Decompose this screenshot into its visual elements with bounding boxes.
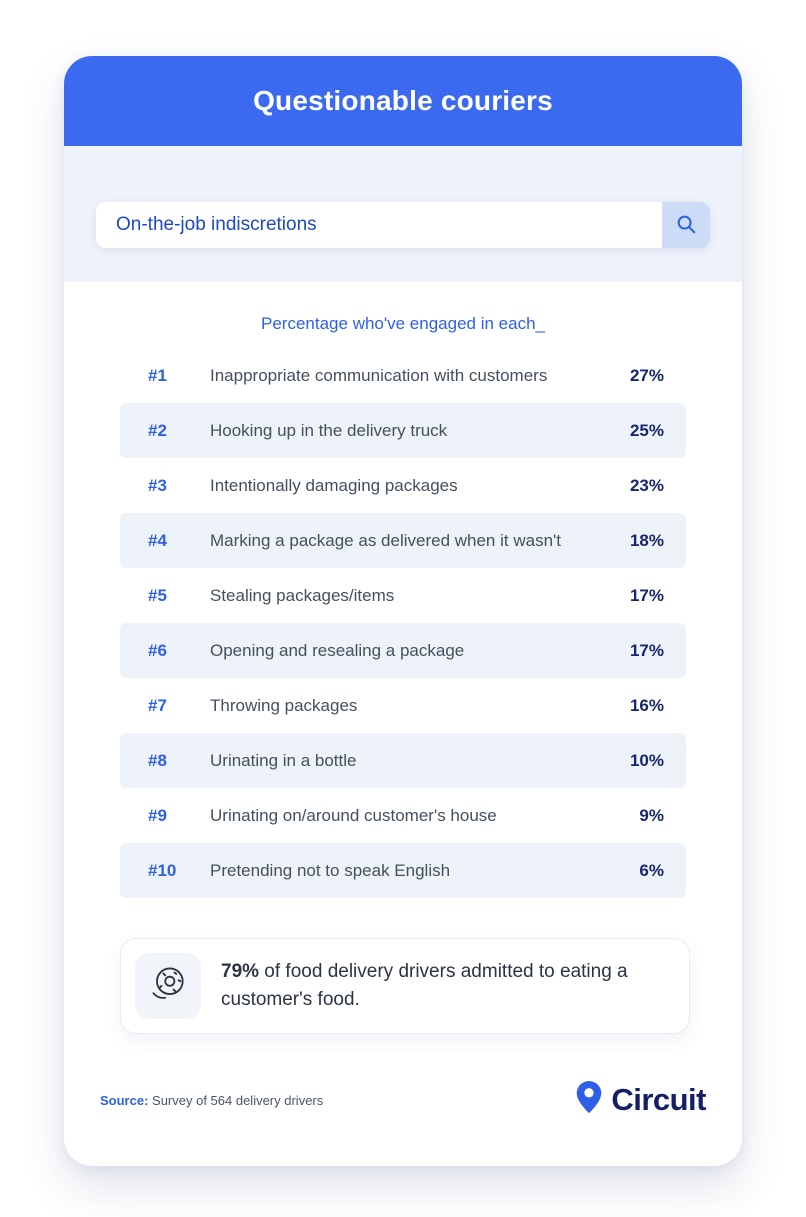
table-row: #10 Pretending not to speak English 6% [120,843,686,898]
row-value: 23% [629,475,664,495]
row-value: 25% [629,420,664,440]
infographic-card: Questionable couriers Percentage who've … [64,56,742,1166]
table-row: #2 Hooking up in the delivery truck 25% [120,403,686,458]
row-rank: #2 [148,420,167,440]
table-row: #9 Urinating on/around customer's house … [120,788,686,843]
row-value: 17% [629,640,664,660]
row-rank: #7 [148,695,167,715]
row-rank: #9 [148,805,167,825]
row-value: 9% [639,805,664,825]
source-label: Source: [100,1092,149,1108]
row-label: Inappropriate communication with custome… [210,365,548,385]
table-row: #3 Intentionally damaging packages 23% [120,458,686,513]
row-label: Urinating in a bottle [210,750,357,770]
table-row: #6 Opening and resealing a package 17% [120,623,686,678]
row-label: Hooking up in the delivery truck [210,420,448,440]
row-label: Intentionally damaging packages [210,475,458,495]
row-value: 27% [629,365,664,385]
table-row: #8 Urinating in a bottle 10% [120,733,686,788]
row-label: Throwing packages [210,695,358,715]
header: Questionable couriers [64,56,742,146]
callout-highlight: 79% [221,961,260,983]
row-value: 10% [629,750,664,770]
row-value: 16% [629,695,664,715]
table-row: #4 Marking a package as delivered when i… [120,513,686,568]
table-row: #1 Inappropriate communication with cust… [120,348,686,403]
row-rank: #6 [148,640,167,660]
row-rank: #1 [148,365,167,385]
search-bar [96,202,710,248]
source-line: Source: Survey of 564 delivery drivers [100,1093,323,1108]
table-row: #5 Stealing packages/items 17% [120,568,686,623]
search-input[interactable] [96,202,662,248]
row-rank: #10 [148,860,177,880]
location-pin-icon [575,1080,603,1120]
row-rank: #3 [148,475,167,495]
page-title: Questionable couriers [253,85,553,116]
callout-body: of food delivery drivers admitted to eat… [221,961,628,1010]
row-label: Marking a package as delivered when it w… [210,530,561,550]
row-value: 18% [629,530,664,550]
source-text: Survey of 564 delivery drivers [148,1092,324,1108]
rank-list: #1 Inappropriate communication with cust… [120,348,686,898]
callout-text: 79% of food delivery drivers admitted to… [221,958,667,1013]
callout-card: 79% of food delivery drivers admitted to… [120,938,690,1034]
row-label: Pretending not to speak English [210,860,451,880]
callout-icon-box [135,953,201,1019]
search-button[interactable] [662,202,710,248]
row-value: 17% [629,585,664,605]
search-panel [64,146,742,282]
search-icon [675,213,697,238]
row-rank: #5 [148,585,167,605]
footer: Source: Survey of 564 delivery drivers C… [64,1080,742,1166]
list-subtitle: Percentage who've engaged in each_ [261,314,545,333]
donut-icon [146,962,190,1011]
row-rank: #4 [148,530,167,550]
table-row: #7 Throwing packages 16% [120,678,686,733]
row-label: Urinating on/around customer's house [210,805,497,825]
brand-logo: Circuit [575,1080,706,1120]
row-rank: #8 [148,750,167,770]
row-value: 6% [639,860,664,880]
row-label: Opening and resealing a package [210,640,465,660]
brand-name: Circuit [611,1082,706,1117]
row-label: Stealing packages/items [210,585,395,605]
